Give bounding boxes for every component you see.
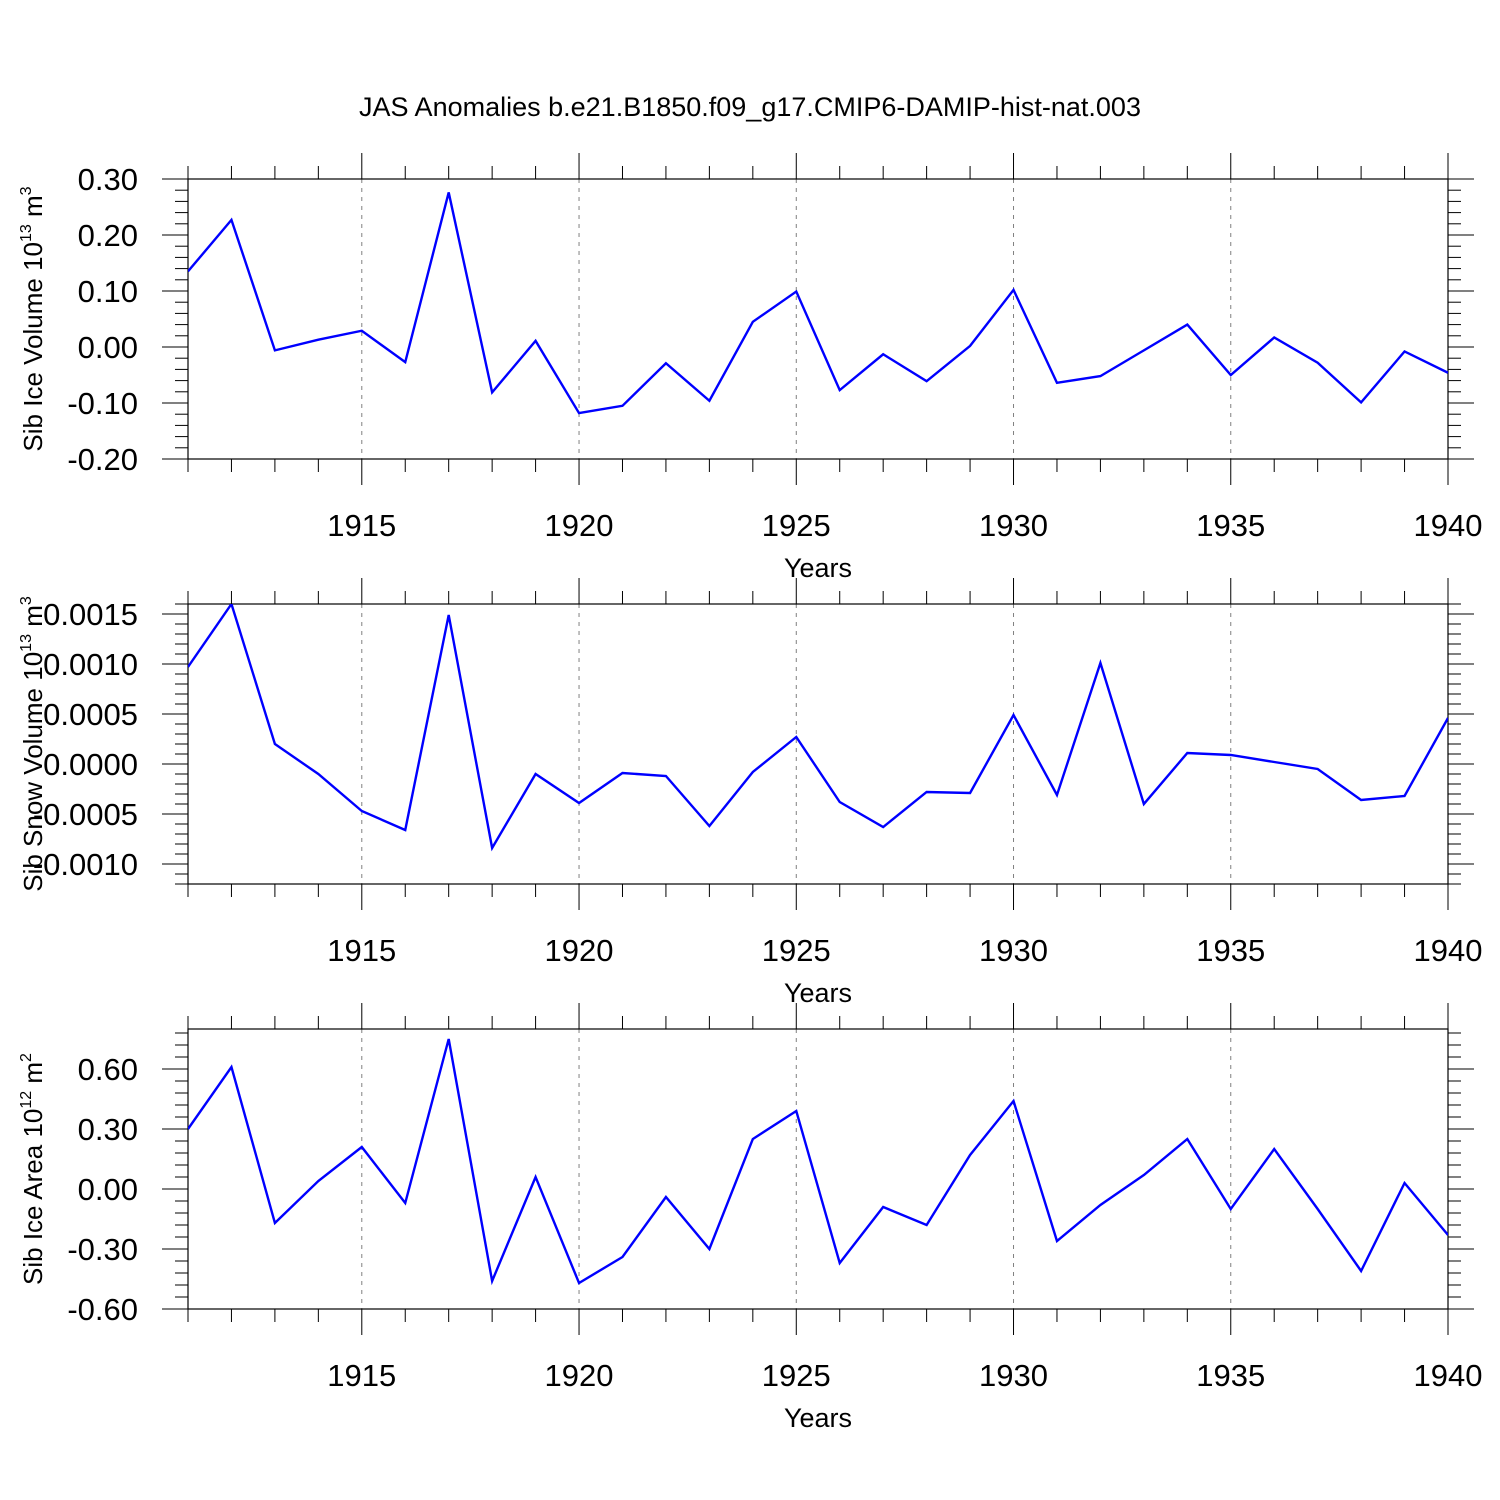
x-tick-label: 1925 xyxy=(762,508,831,543)
y-tick-label: 0.60 xyxy=(78,1052,138,1087)
y-axis-label-unit-exponent: 3 xyxy=(18,186,35,195)
y-tick-label: 0.00 xyxy=(78,330,138,365)
y-tick-label: 0.20 xyxy=(78,218,138,253)
x-tick-label: 1940 xyxy=(1414,508,1483,543)
y-axis-label-main: Sib Ice Area 10 xyxy=(18,1109,48,1285)
x-tick-label: 1940 xyxy=(1414,1358,1483,1393)
x-tick-label: 1915 xyxy=(327,508,396,543)
y-tick-label: 0.0000 xyxy=(43,747,138,782)
series-line-1 xyxy=(188,192,1448,415)
y-axis-label-main: Sib Snow Volume 10 xyxy=(18,652,48,892)
x-tick-label: 1940 xyxy=(1414,933,1483,968)
chart-panel-1: -0.20 -0.10 0.00 0.10 0.20 0.30 1915 1920 1925 19… xyxy=(18,153,1482,583)
y-axis-label: Sib Ice Volume 1013 m3 xyxy=(18,186,48,451)
x-tick-label: 1925 xyxy=(762,933,831,968)
y-axis-label-main: Sib Ice Volume 10 xyxy=(18,242,48,452)
y-tick-label: -0.30 xyxy=(67,1232,138,1267)
x-axis-label: Years xyxy=(784,1403,852,1433)
panels: -0.20 -0.10 0.00 0.10 0.20 0.30 1915 1920 1925 19… xyxy=(18,153,1482,1433)
y-tick-label: -0.0005 xyxy=(33,797,138,832)
x-axis-label: Years xyxy=(784,978,852,1008)
chart-panel-2: -0.0010 -0.0005 0.0000 0.0005 0.0010 0.0015 19… xyxy=(18,578,1482,1008)
y-tick-label: 0.30 xyxy=(78,162,138,197)
x-tick-label: 1925 xyxy=(762,1358,831,1393)
y-tick-label: -0.60 xyxy=(67,1292,138,1327)
x-tick-label: 1935 xyxy=(1196,933,1265,968)
series-line-1 xyxy=(188,604,1448,852)
y-axis-label-exponent: 13 xyxy=(18,634,35,652)
x-tick-label: 1915 xyxy=(327,933,396,968)
x-tick-label: 1915 xyxy=(327,1358,396,1393)
y-tick-label: 0.10 xyxy=(78,274,138,309)
y-tick-label: -0.10 xyxy=(67,386,138,421)
y-tick-label: 0.30 xyxy=(78,1112,138,1147)
series-line-1 xyxy=(188,1038,1448,1286)
x-tick-label: 1930 xyxy=(979,933,1048,968)
x-tick-label: 1930 xyxy=(979,508,1048,543)
plot-frame xyxy=(187,1028,1449,1310)
y-tick-label: 0.0005 xyxy=(43,697,138,732)
y-axis-label: Sib Ice Area 1012 m2 xyxy=(18,1053,48,1285)
plot-frame xyxy=(187,178,1449,460)
x-tick-label: 1920 xyxy=(545,933,614,968)
x-axis-label: Years xyxy=(784,553,852,583)
x-tick-label: 1920 xyxy=(545,1358,614,1393)
y-axis-label-unit: m xyxy=(18,195,48,224)
y-axis-label-unit: m xyxy=(18,605,48,634)
y-axis-label: Sib Snow Volume 1013 m3 xyxy=(18,596,48,892)
x-tick-label: 1920 xyxy=(545,508,614,543)
chart-panel-3: -0.60 -0.30 0.00 0.30 0.60 1915 1920 1925 1930 19… xyxy=(18,1003,1482,1433)
figure-title: JAS Anomalies b.e21.B1850.f09_g17.CMIP6-… xyxy=(359,92,1141,122)
y-tick-label: 0.0010 xyxy=(43,647,138,682)
y-axis-label-exponent: 13 xyxy=(18,224,35,242)
y-axis-label-unit-exponent: 3 xyxy=(18,596,35,605)
x-tick-label: 1935 xyxy=(1196,1358,1265,1393)
y-tick-label: 0.0015 xyxy=(43,597,138,632)
y-axis-label-exponent: 12 xyxy=(18,1091,35,1109)
y-tick-label: -0.20 xyxy=(67,442,138,477)
x-tick-label: 1935 xyxy=(1196,508,1265,543)
y-tick-label: 0.00 xyxy=(78,1172,138,1207)
y-tick-label: -0.0010 xyxy=(33,847,138,882)
y-axis-label-unit-exponent: 2 xyxy=(18,1053,35,1062)
y-axis-label-unit: m xyxy=(18,1062,48,1091)
x-tick-label: 1930 xyxy=(979,1358,1048,1393)
